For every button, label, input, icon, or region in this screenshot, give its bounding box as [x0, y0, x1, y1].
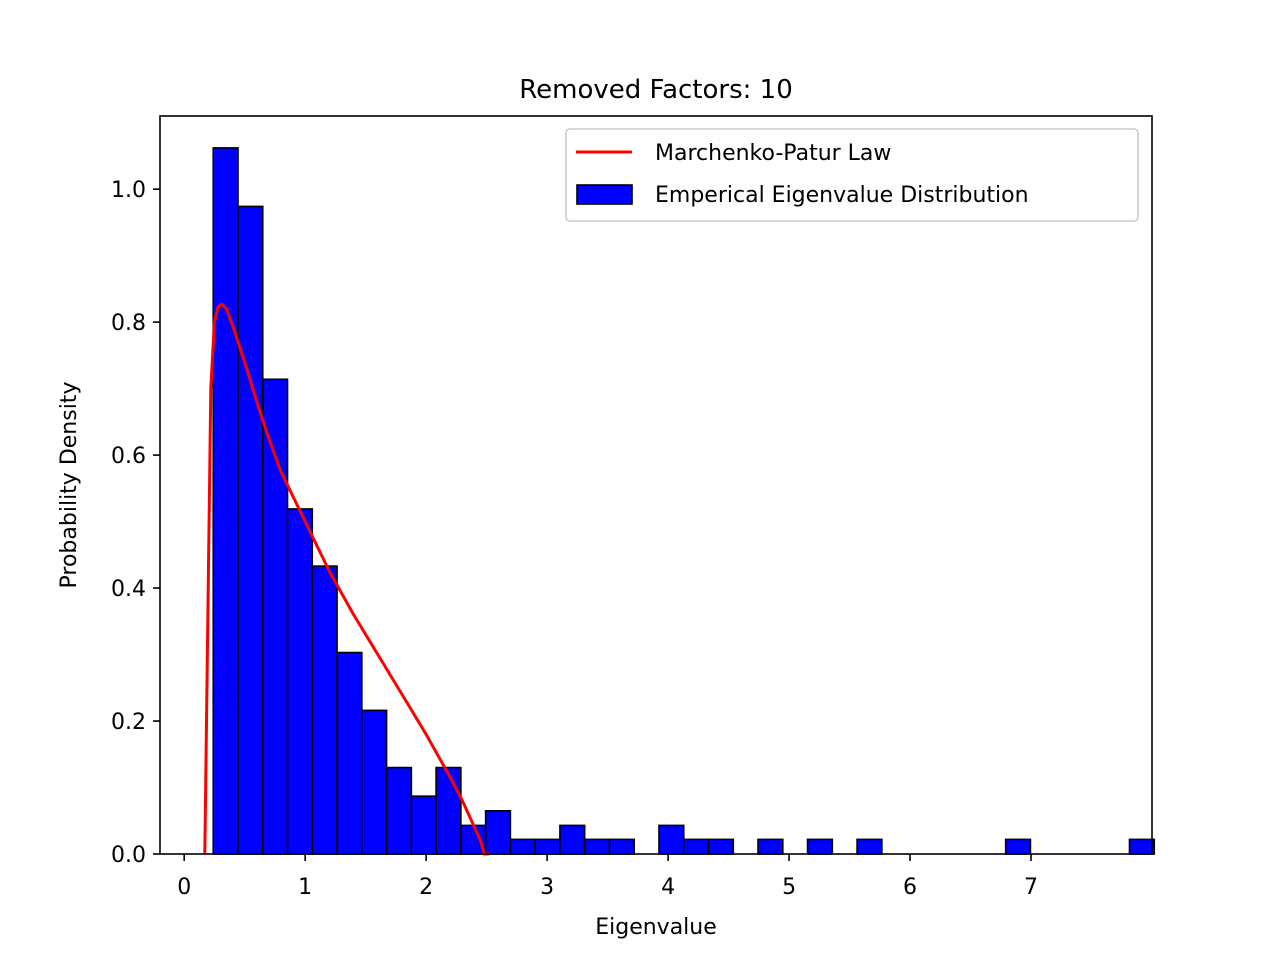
histogram-bar [856, 838, 883, 855]
x-tick-label: 3 [540, 875, 554, 900]
histogram-bar [1004, 838, 1032, 855]
x-tick-label: 7 [1024, 875, 1038, 900]
histogram-bar [336, 651, 363, 855]
chart-title: Removed Factors: 10 [519, 75, 793, 105]
histogram-bar [1128, 838, 1156, 855]
y-tick-label: 1.0 [111, 178, 146, 203]
legend: Marchenko-Patur Law Emperical Eigenvalue… [565, 128, 1139, 222]
y-axis-label: Probability Density [57, 382, 82, 589]
histogram-bar [608, 838, 636, 855]
y-tick-label: 0.6 [111, 444, 146, 469]
legend-entry-curve: Marchenko-Patur Law [655, 141, 891, 166]
histogram-bar [484, 809, 512, 855]
plot-frame [159, 115, 1153, 855]
histogram-bar [658, 824, 685, 855]
x-tick-label: 6 [903, 875, 917, 900]
histogram-bar [534, 838, 561, 855]
y-tick-label: 0.2 [111, 710, 146, 735]
legend-entry-histogram: Emperical Eigenvalue Distribution [655, 183, 1029, 208]
x-tick-label: 0 [177, 875, 191, 900]
histogram-bar [261, 378, 289, 855]
x-tick-label: 2 [419, 875, 433, 900]
histogram-bar [212, 147, 239, 855]
histogram-bars [212, 147, 1156, 855]
x-axis-label: Eigenvalue [595, 915, 717, 940]
histogram-bar [757, 838, 784, 855]
y-axis-ticks: 0.0 0.2 0.4 0.6 0.8 1.0 [111, 178, 160, 868]
curve-layer [203, 302, 490, 856]
legend-box [565, 128, 1139, 222]
histogram-bar [435, 766, 462, 855]
histogram-bar [583, 838, 611, 855]
marchenko-pastur-curve [203, 302, 490, 856]
histogram-bar [237, 205, 264, 855]
histogram-bar [509, 838, 536, 855]
histogram-bar [559, 824, 586, 855]
x-axis-ticks: 0 1 2 3 4 5 6 7 [177, 854, 1038, 900]
histogram-bar [385, 766, 413, 855]
y-tick-label: 0.8 [111, 311, 146, 336]
histogram-bar [311, 565, 338, 855]
histogram-bar [707, 838, 735, 855]
histogram-bar [361, 709, 388, 855]
histogram-bar [286, 508, 314, 855]
y-tick-label: 0.0 [111, 843, 146, 868]
histogram-bar [682, 838, 710, 855]
histogram-bar [806, 838, 834, 855]
legend-bar-swatch [576, 184, 633, 205]
x-tick-label: 1 [298, 875, 312, 900]
x-tick-label: 5 [782, 875, 796, 900]
x-tick-label: 4 [661, 875, 675, 900]
y-tick-label: 0.4 [111, 577, 146, 602]
histogram-bar [410, 795, 437, 855]
